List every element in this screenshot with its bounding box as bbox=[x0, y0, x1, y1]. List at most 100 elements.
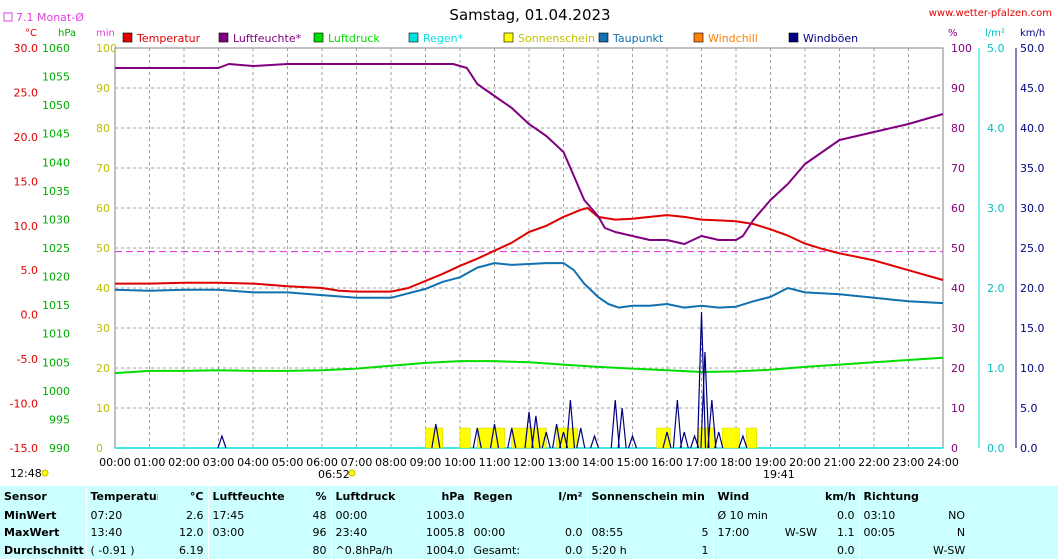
y-tick-press: 1000 bbox=[42, 385, 70, 398]
axis-unit-temp: °C bbox=[25, 28, 37, 39]
x-tick-label: 05:00 bbox=[272, 456, 304, 469]
stats-cell-label: MinWert bbox=[4, 508, 57, 522]
gust-spike bbox=[217, 434, 227, 449]
legend-swatch bbox=[408, 32, 419, 43]
series bbox=[114, 63, 944, 449]
stats-cell-hum-val: 80 bbox=[312, 543, 327, 557]
gust-spike bbox=[617, 407, 627, 449]
y-tick-temp: 25.0 bbox=[14, 86, 39, 99]
axis-unit-wind: km/h bbox=[1020, 28, 1045, 39]
hdr-sun: Sonnenschein min bbox=[586, 486, 714, 507]
gust-spike bbox=[672, 399, 682, 449]
gust-spike bbox=[431, 423, 441, 449]
legend-label: Taupunkt bbox=[612, 32, 664, 45]
stats-cell-sun-time bbox=[586, 506, 677, 525]
y-tick-wind: 20.0 bbox=[1020, 282, 1045, 295]
y-tick-rain: 5.0 bbox=[987, 42, 1005, 55]
stats-cell-dir-val: N bbox=[956, 526, 966, 540]
x-tick-label: 08:00 bbox=[375, 456, 407, 469]
x-tick-label: 02:00 bbox=[168, 456, 200, 469]
gust-spike bbox=[472, 427, 482, 449]
series-line-temperature bbox=[115, 207, 944, 293]
sunrise-icon bbox=[41, 469, 49, 477]
sunshine-bar bbox=[459, 427, 471, 449]
x-tick-label: 22:00 bbox=[858, 456, 890, 469]
x-tick-label: 19:00 bbox=[755, 456, 787, 469]
y-tick-press: 990 bbox=[49, 442, 70, 455]
stats-row: MaxWert 13:40 12.0 03:00 96 23:40 1005.8 00:00 0… bbox=[0, 524, 969, 542]
weather-chart: 00:00 01:00 02:00 03:00 04:00 05:00 06:00 07:00… bbox=[3, 6, 1052, 481]
stats-cell-wind-dir: W-SW bbox=[784, 526, 818, 540]
stats-cell-press-time: 23:40 bbox=[330, 524, 413, 542]
stats-header-row: Sensor Temperatur °C Luftfeuchte % Luftd… bbox=[0, 486, 970, 507]
stats-cell-rain-time: 00:00 bbox=[468, 524, 539, 542]
y-tick-pct: 90 bbox=[951, 82, 965, 95]
y-tick-pct: 40 bbox=[951, 282, 965, 295]
stats-cell-dir-time bbox=[858, 541, 930, 559]
y-tick-press: 1055 bbox=[42, 71, 70, 84]
stats-cell-temp-time: ( -0.91 ) bbox=[85, 541, 158, 559]
stats-cell-wind-time: 17:00 bbox=[712, 524, 770, 542]
y-tick-wind: 0.0 bbox=[1020, 442, 1038, 455]
y-tick-rain: 4.0 bbox=[987, 122, 1005, 135]
legend-swatch bbox=[218, 32, 229, 43]
stats-cell-dir-time: 03:10 bbox=[858, 506, 930, 525]
hdr-temp-unit: °C bbox=[189, 489, 204, 503]
x-tick-label: 14:00 bbox=[582, 456, 614, 469]
legend: Temperatur Luftfeuchte* Luftdruck Regen* Son… bbox=[122, 32, 858, 45]
gust-spike bbox=[558, 431, 569, 449]
y-tick-wind: 40.0 bbox=[1020, 122, 1045, 135]
y-tick-press: 1010 bbox=[42, 328, 70, 341]
y-tick-rain: 1.0 bbox=[987, 362, 1005, 375]
sunshine-bar bbox=[721, 427, 740, 449]
y-tick-rain: 2.0 bbox=[987, 282, 1005, 295]
legend-swatch bbox=[693, 32, 704, 43]
y-tick-min: 100 bbox=[96, 42, 117, 55]
stats-cell-hum-time: 03:00 bbox=[207, 524, 293, 542]
axes: 00:00 01:00 02:00 03:00 04:00 05:00 06:00 07:00… bbox=[10, 28, 1046, 469]
x-tick-label: 10:00 bbox=[444, 456, 476, 469]
y-tick-pct: 100 bbox=[951, 42, 972, 55]
legend-swatch bbox=[313, 32, 324, 43]
x-tick-label: 15:00 bbox=[617, 456, 649, 469]
sunshine-bar bbox=[511, 427, 547, 449]
y-tick-pct: 20 bbox=[951, 362, 965, 375]
stats-row: MinWert 07:20 2.6 17:45 48 00:00 1003.0 Ø 10 mi… bbox=[0, 506, 969, 525]
y-tick-temp: 5.0 bbox=[21, 264, 39, 277]
stats-cell-sun-time: 08:55 bbox=[586, 524, 677, 542]
stats-cell-hum-time bbox=[207, 541, 293, 559]
legend-swatch bbox=[788, 32, 799, 43]
gust-spike bbox=[589, 434, 600, 449]
legend-swatch bbox=[122, 32, 133, 43]
y-tick-press: 1045 bbox=[42, 128, 70, 141]
stats-cell-dir-val: NO bbox=[948, 508, 966, 522]
hdr-wind: Wind bbox=[712, 486, 822, 507]
stats-cell-temp-time: 07:20 bbox=[85, 506, 158, 525]
site-link[interactable]: www.wetter-pfalzen.com bbox=[929, 8, 1052, 19]
series-line-pressure bbox=[114, 356, 944, 375]
gust-spike bbox=[662, 431, 672, 449]
series-line-dewpoint bbox=[114, 262, 944, 309]
y-tick-min: 20 bbox=[96, 362, 110, 375]
stats-cell-temp-val: 2.6 bbox=[186, 508, 204, 522]
y-tick-press: 1040 bbox=[42, 156, 70, 169]
gust-spike bbox=[610, 399, 620, 449]
gust-spike bbox=[696, 311, 707, 449]
stats-cell-press-val: 1003.0 bbox=[426, 508, 465, 522]
y-tick-pct: 50 bbox=[951, 242, 965, 255]
y-tick-temp: 30.0 bbox=[14, 42, 39, 55]
stats-cell-rain-val bbox=[539, 507, 587, 524]
legend-swatch bbox=[598, 32, 609, 43]
y-tick-wind: 5.0 bbox=[1020, 402, 1038, 415]
sunshine-bar bbox=[746, 427, 757, 449]
legend-label: Luftfeuchte* bbox=[233, 32, 302, 45]
legend-swatch bbox=[503, 32, 514, 43]
gust-spike bbox=[507, 427, 517, 449]
stats-cell-wind-val: 0.0 bbox=[837, 508, 855, 522]
y-tick-pct: 60 bbox=[951, 202, 965, 215]
y-tick-temp: -5.0 bbox=[17, 353, 38, 366]
gust-spike bbox=[576, 427, 586, 449]
y-tick-min: 40 bbox=[96, 282, 110, 295]
y-tick-wind: 30.0 bbox=[1020, 202, 1045, 215]
x-tick-label: 23:00 bbox=[893, 456, 925, 469]
